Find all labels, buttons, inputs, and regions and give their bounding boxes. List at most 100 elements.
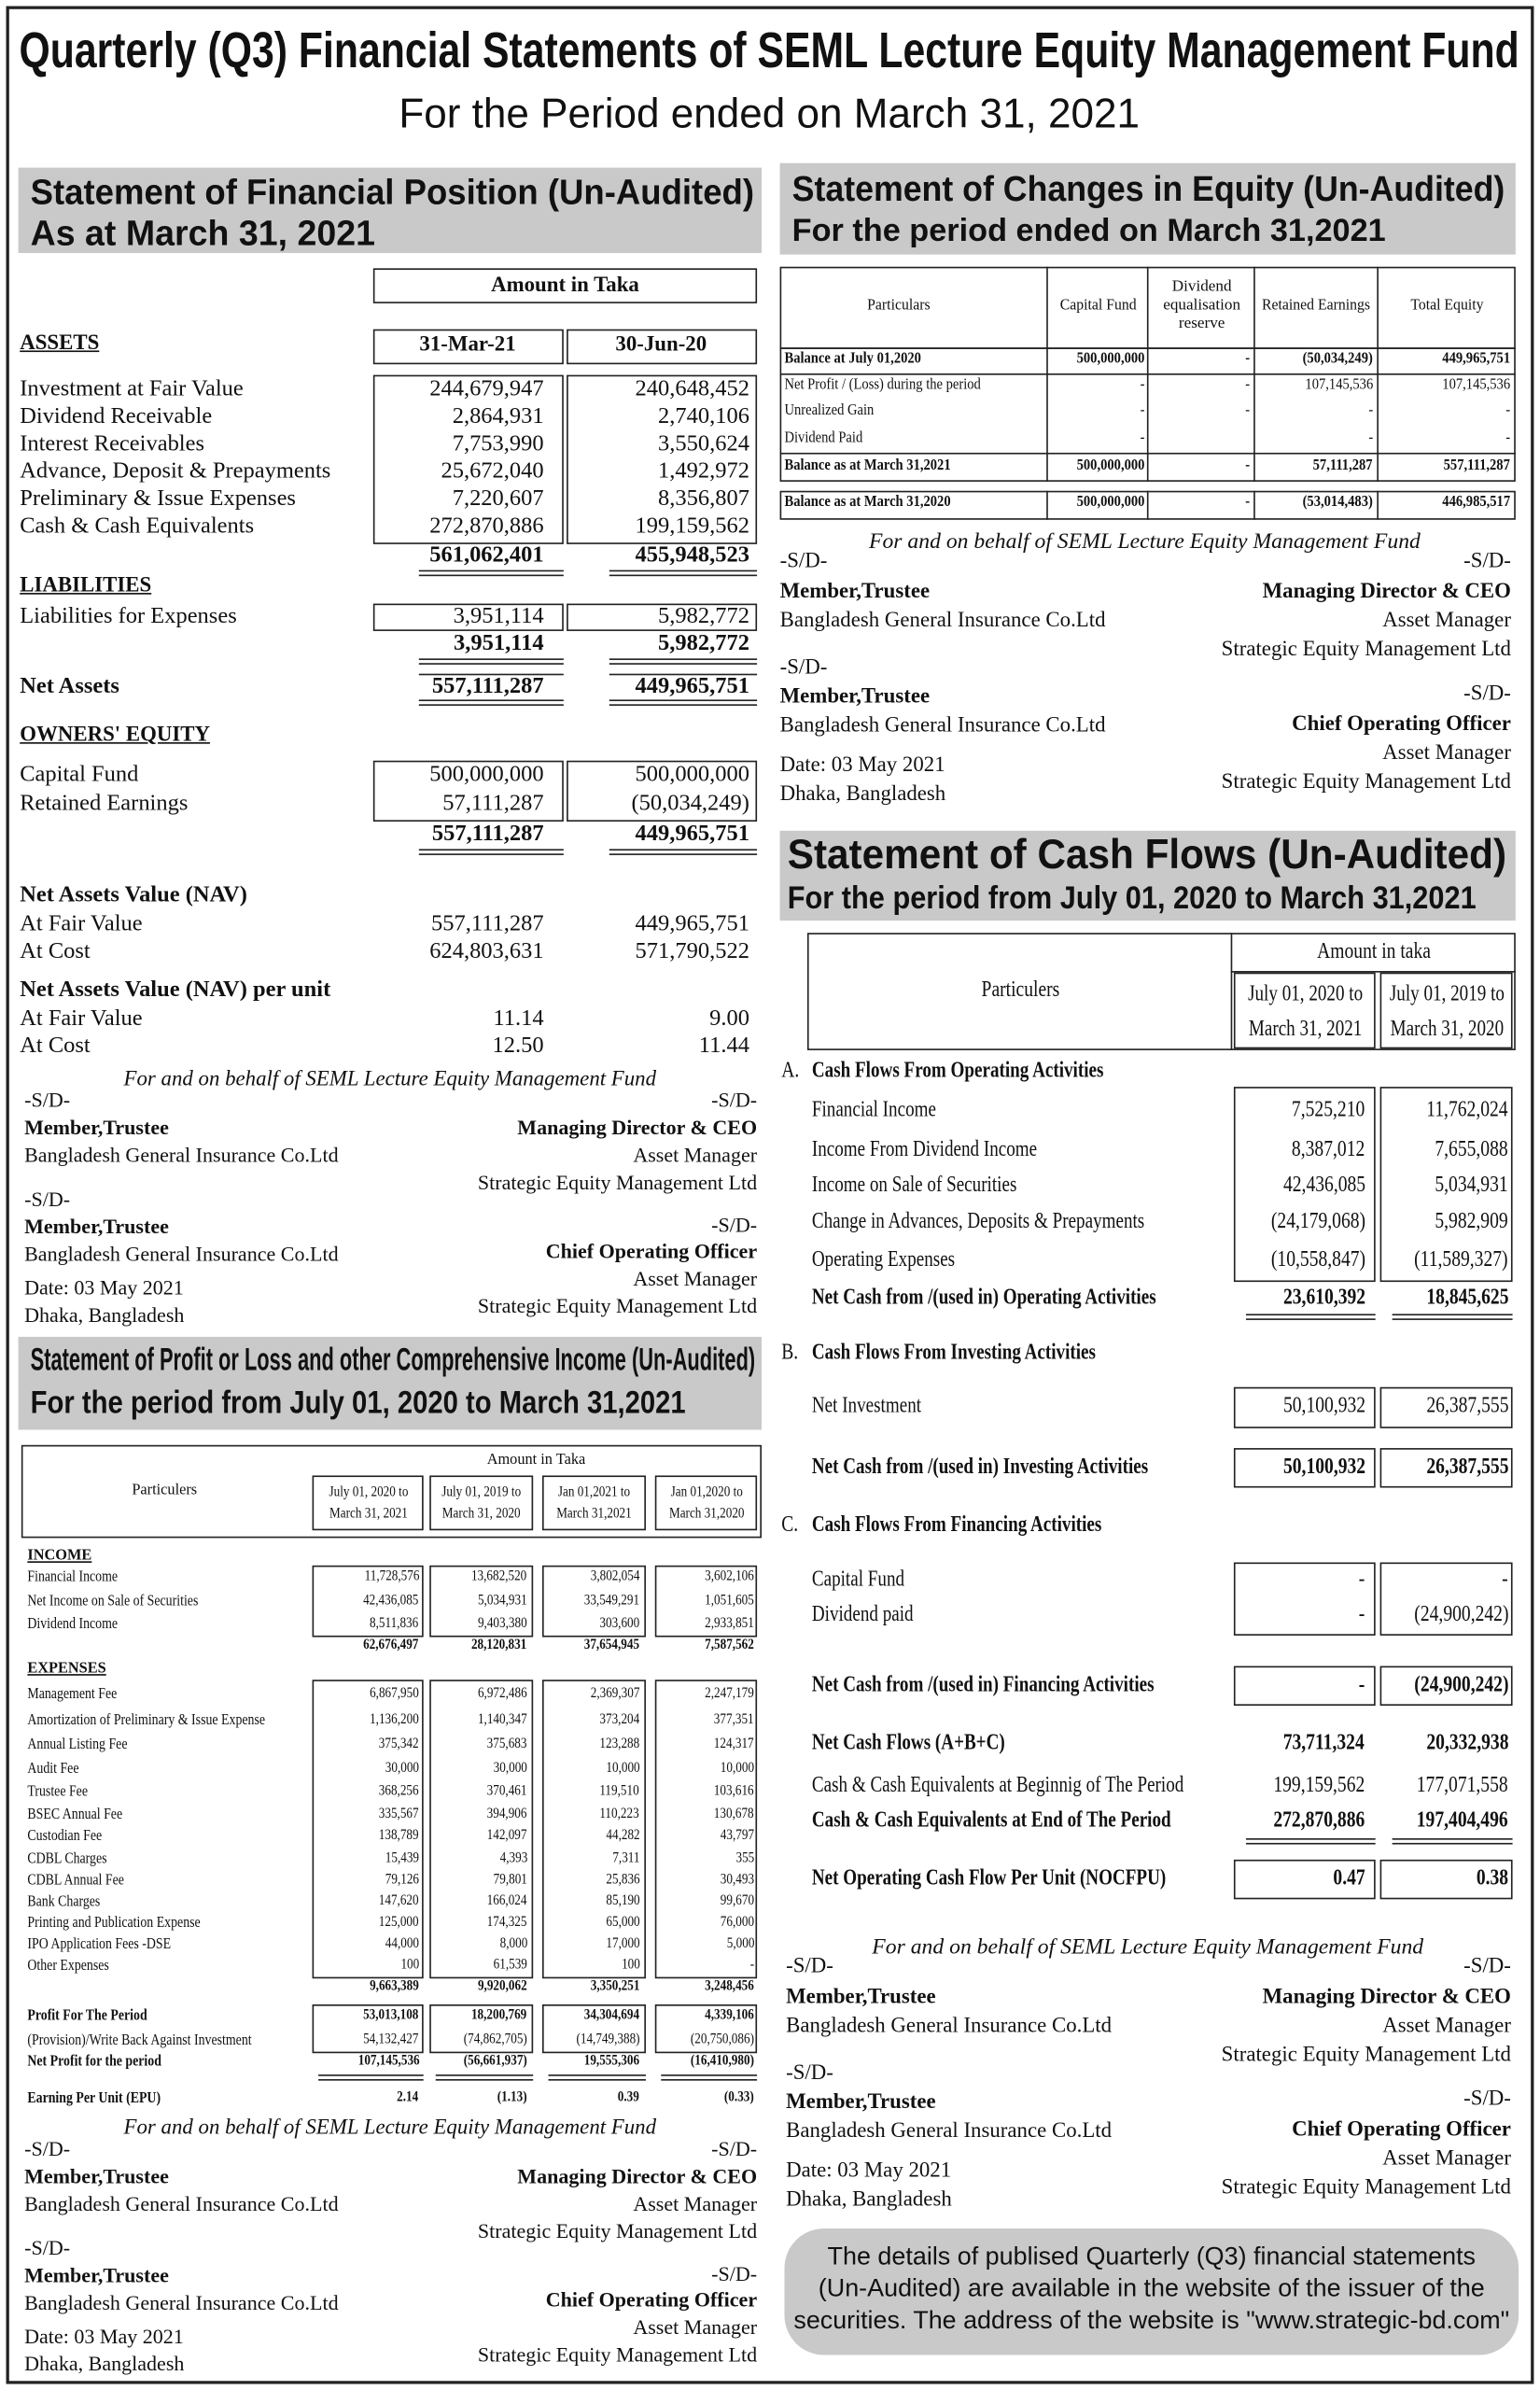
cell-value: 25,836 — [606, 1872, 640, 1889]
row-label: CDBL Charges — [27, 1850, 107, 1868]
cell-value: 79,801 — [493, 1872, 527, 1889]
cell-value: 8,387,012 — [1291, 1137, 1365, 1162]
cell-value: (53,014,483) — [1302, 493, 1373, 511]
row-label: IPO Application Fees -DSE — [27, 1935, 172, 1953]
cell-value: 500,000,000 — [635, 762, 749, 788]
cell-value: 9,663,389 — [370, 1979, 419, 1995]
cell-value: 4,339,106 — [705, 2008, 754, 2024]
row-heading: LIABILITIES — [20, 574, 152, 598]
cell-value: 99,670 — [720, 1893, 754, 1910]
cell-value: 2.14 — [397, 2090, 419, 2106]
signature-text: Date: 03 May 2021 — [779, 754, 945, 778]
row-label: Net Cash from /(used in) Operating Activ… — [811, 1285, 1156, 1311]
box — [1233, 1666, 1376, 1706]
cell-value: 377,351 — [714, 1712, 754, 1728]
box — [654, 1680, 758, 1979]
cell-value: 7,525,210 — [1291, 1098, 1365, 1123]
row-label: CDBL Annual Fee — [27, 1872, 124, 1890]
cell-value: 449,965,751 — [1441, 350, 1510, 368]
cell-value: 12.50 — [492, 1033, 544, 1059]
footer-note: (Un-Audited) are available in the websit… — [818, 2274, 1485, 2303]
row-label: At Fair Value — [20, 1006, 143, 1032]
box — [1379, 1562, 1513, 1636]
box — [541, 2004, 646, 2054]
cell-value: 62,676,497 — [363, 1638, 419, 1653]
box — [372, 329, 564, 365]
cell-value: 3,550,624 — [658, 431, 749, 457]
cell-value: 65,000 — [606, 1915, 640, 1931]
rule — [1146, 490, 1149, 520]
cell-value: 455,948,523 — [635, 542, 749, 568]
row-label: Bank Charges — [27, 1893, 101, 1911]
cell-value: 240,648,452 — [635, 376, 749, 402]
rule — [1245, 1314, 1376, 1316]
box — [1233, 1386, 1376, 1428]
cell-value: - — [1502, 1568, 1508, 1593]
cell-value: (24,179,068) — [1270, 1209, 1365, 1234]
rule — [418, 673, 564, 676]
cell-value: (1.13) — [497, 2090, 527, 2106]
cell-value: 130,678 — [714, 1807, 754, 1822]
cell-value: 1,136,200 — [370, 1712, 419, 1728]
signature-text: Chief Operating Officer — [545, 1239, 758, 1263]
cell-value: - — [1244, 401, 1250, 419]
cell-value: 30,000 — [493, 1761, 527, 1777]
box — [372, 603, 564, 631]
cell-value: 73,711,324 — [1283, 1730, 1365, 1755]
signature-text: Chief Operating Officer — [1292, 2118, 1511, 2142]
row-label: Amortization of Preliminary & Issue Expe… — [27, 1711, 266, 1729]
signature-text: -S/D- — [24, 2236, 71, 2260]
row-label: Dividend Receivable — [20, 404, 213, 429]
cell-value: 100 — [621, 1958, 640, 1974]
signature-text: -S/D- — [1463, 682, 1511, 706]
rule — [318, 2074, 424, 2076]
row-label: Interest Receivables — [20, 431, 205, 457]
row-label: Management Fee — [27, 1686, 118, 1704]
cell-value: 42,436,085 — [363, 1594, 419, 1610]
row-heading: Net Assets Value (NAV) — [20, 882, 247, 908]
cell-value: - — [1244, 493, 1250, 511]
box — [654, 2004, 758, 2054]
signature-text: Member,Trustee — [786, 1986, 936, 2009]
row-label: Balance at July 01,2020 — [784, 350, 921, 368]
cell-value: 17,000 — [606, 1936, 640, 1952]
row-label: Custodian Fee — [27, 1828, 103, 1845]
cell-value: 85,190 — [606, 1893, 640, 1910]
box — [21, 1444, 762, 1539]
rule — [548, 2079, 646, 2081]
rule — [418, 699, 564, 702]
row-label: Financial Income — [811, 1098, 936, 1123]
box — [567, 760, 758, 822]
box — [1379, 1386, 1513, 1428]
cell-value: 18,845,625 — [1425, 1285, 1508, 1311]
cell-value: 375,342 — [378, 1736, 419, 1752]
cell-value: 370,461 — [486, 1784, 527, 1800]
box — [654, 1475, 758, 1531]
cell-value: 571,790,522 — [635, 939, 749, 964]
signature-text: Strategic Equity Management Ltd — [477, 2219, 758, 2243]
section-letter: B. — [781, 1340, 799, 1365]
footer-note: securities. The address of the website i… — [793, 2307, 1510, 2335]
signature-text: Bangladesh General Insurance Co.Ltd — [786, 2015, 1113, 2038]
cell-value: 449,965,751 — [635, 822, 749, 847]
row-label: BSEC Annual Fee — [27, 1807, 123, 1824]
signature-text: Date: 03 May 2021 — [786, 2159, 952, 2183]
row-label: Income on Sale of Securities — [811, 1173, 1017, 1198]
signature-text: Member,Trustee — [779, 580, 931, 604]
row-label: Net Cash from /(used in) Financing Activ… — [811, 1672, 1155, 1697]
cell-value: 5,982,772 — [658, 604, 749, 629]
row-label: Unrealized Gain — [784, 401, 875, 419]
cell-value: 3,951,114 — [454, 631, 544, 656]
cell-value: 199,159,562 — [1273, 1773, 1365, 1798]
cell-value: 19,555,306 — [584, 2054, 640, 2070]
column-header: March 31, 2020 — [441, 1506, 521, 1523]
cell-value: 18,200,769 — [471, 2008, 527, 2024]
rule — [1230, 933, 1233, 1050]
cell-value: 0.47 — [1333, 1866, 1365, 1891]
cell-value: 34,304,694 — [584, 2008, 640, 2024]
signature-text: -S/D- — [1463, 1955, 1511, 1979]
rule — [779, 452, 1516, 455]
cell-value: 76,000 — [720, 1915, 754, 1931]
row-label: Earning Per Unit (EPU) — [27, 2089, 161, 2107]
